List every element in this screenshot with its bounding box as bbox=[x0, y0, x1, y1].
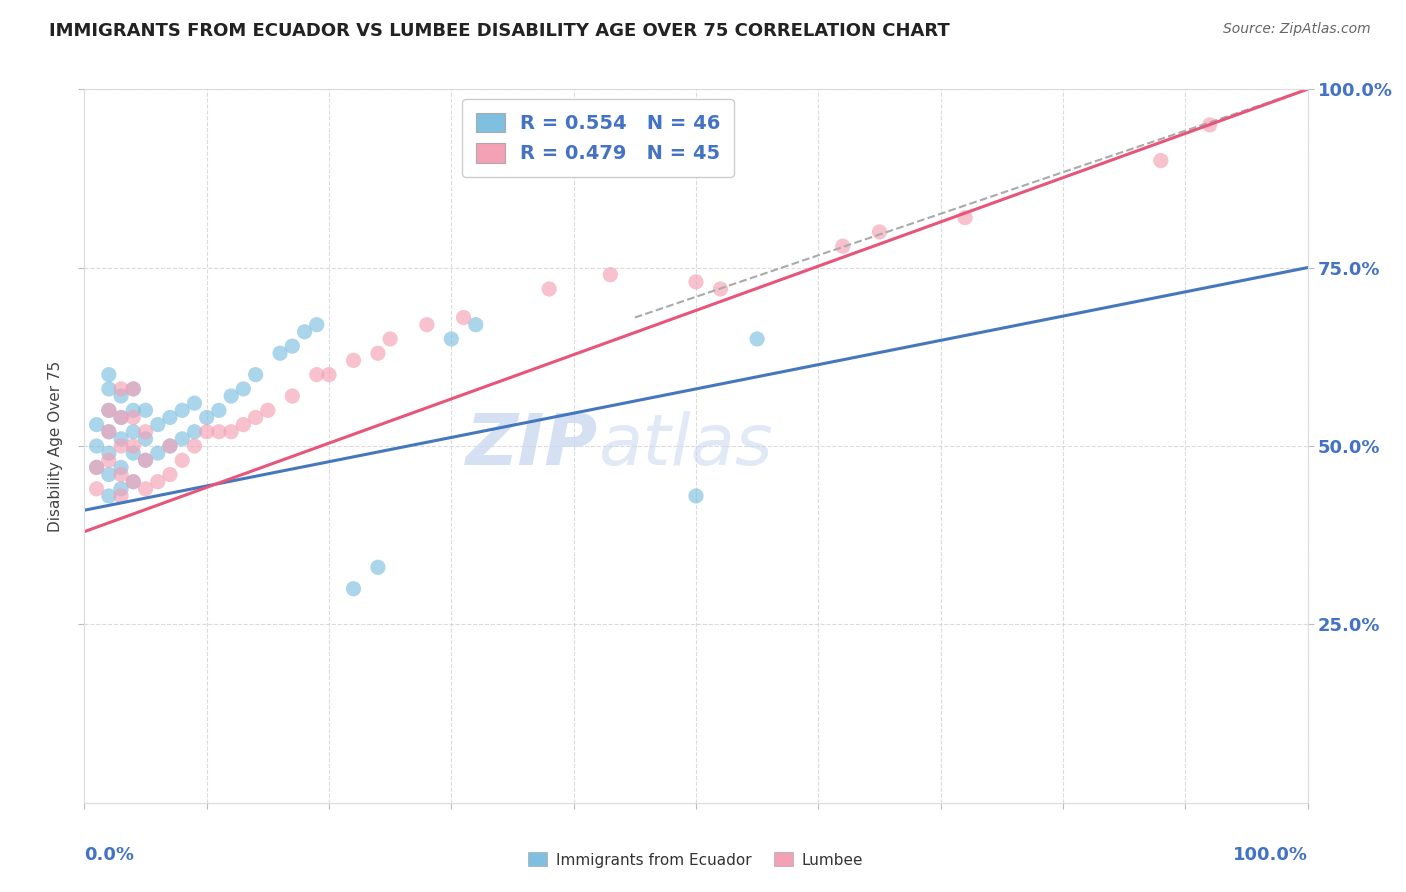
Point bbox=[257, 403, 280, 417]
Point bbox=[97, 446, 120, 460]
Point bbox=[208, 425, 231, 439]
Point bbox=[110, 410, 132, 425]
Text: IMMIGRANTS FROM ECUADOR VS LUMBEE DISABILITY AGE OVER 75 CORRELATION CHART: IMMIGRANTS FROM ECUADOR VS LUMBEE DISABI… bbox=[49, 22, 950, 40]
Point bbox=[440, 332, 463, 346]
Text: Source: ZipAtlas.com: Source: ZipAtlas.com bbox=[1223, 22, 1371, 37]
Point bbox=[122, 425, 145, 439]
Point bbox=[183, 396, 205, 410]
Point bbox=[110, 439, 132, 453]
Point bbox=[380, 332, 402, 346]
Point bbox=[97, 489, 120, 503]
Point bbox=[318, 368, 340, 382]
Point bbox=[97, 403, 120, 417]
Point bbox=[416, 318, 439, 332]
Point bbox=[122, 439, 145, 453]
Point bbox=[135, 482, 157, 496]
Point bbox=[1198, 118, 1220, 132]
Point bbox=[110, 489, 132, 503]
Point bbox=[464, 318, 486, 332]
Point bbox=[110, 482, 132, 496]
Point bbox=[135, 425, 157, 439]
Point bbox=[869, 225, 891, 239]
Text: 0.0%: 0.0% bbox=[84, 846, 135, 863]
Point bbox=[146, 475, 169, 489]
Point bbox=[342, 353, 364, 368]
Point bbox=[110, 432, 132, 446]
Point bbox=[245, 368, 267, 382]
Point bbox=[97, 368, 120, 382]
Point bbox=[97, 467, 120, 482]
Point bbox=[195, 425, 218, 439]
Point bbox=[232, 382, 254, 396]
Point bbox=[122, 446, 145, 460]
Point bbox=[135, 453, 157, 467]
Point bbox=[685, 489, 707, 503]
Point bbox=[97, 425, 120, 439]
Point bbox=[367, 346, 389, 360]
Point bbox=[97, 453, 120, 467]
Point bbox=[86, 460, 108, 475]
Point bbox=[86, 460, 108, 475]
Point bbox=[208, 403, 231, 417]
Point bbox=[122, 410, 145, 425]
Point bbox=[183, 439, 205, 453]
Point bbox=[110, 410, 132, 425]
Point bbox=[97, 382, 120, 396]
Point bbox=[219, 425, 242, 439]
Point bbox=[135, 403, 157, 417]
Point bbox=[110, 460, 132, 475]
Point bbox=[281, 339, 304, 353]
Point bbox=[159, 467, 181, 482]
Point bbox=[122, 475, 145, 489]
Point bbox=[122, 403, 145, 417]
Text: ZIP: ZIP bbox=[465, 411, 598, 481]
Point bbox=[342, 582, 364, 596]
Point bbox=[953, 211, 976, 225]
Point bbox=[159, 439, 181, 453]
Point bbox=[1150, 153, 1173, 168]
Point bbox=[110, 389, 132, 403]
Point bbox=[97, 425, 120, 439]
Point bbox=[159, 439, 181, 453]
Point bbox=[159, 410, 181, 425]
Point bbox=[685, 275, 707, 289]
Point bbox=[599, 268, 621, 282]
Point bbox=[195, 410, 218, 425]
Point bbox=[269, 346, 291, 360]
Point bbox=[97, 403, 120, 417]
Point bbox=[86, 417, 108, 432]
Point bbox=[172, 403, 194, 417]
Point bbox=[110, 467, 132, 482]
Point bbox=[747, 332, 769, 346]
Point bbox=[135, 453, 157, 467]
Point bbox=[305, 368, 328, 382]
Point bbox=[281, 389, 304, 403]
Point bbox=[122, 382, 145, 396]
Point bbox=[135, 432, 157, 446]
Text: 100.0%: 100.0% bbox=[1233, 846, 1308, 863]
Point bbox=[110, 382, 132, 396]
Point bbox=[219, 389, 242, 403]
Point bbox=[146, 446, 169, 460]
Point bbox=[183, 425, 205, 439]
Point bbox=[709, 282, 731, 296]
Point bbox=[367, 560, 389, 574]
Point bbox=[831, 239, 853, 253]
Legend: Immigrants from Ecuador, Lumbee: Immigrants from Ecuador, Lumbee bbox=[523, 847, 869, 873]
Point bbox=[305, 318, 328, 332]
Y-axis label: Disability Age Over 75: Disability Age Over 75 bbox=[48, 360, 63, 532]
Point bbox=[538, 282, 561, 296]
Point bbox=[122, 475, 145, 489]
Text: atlas: atlas bbox=[598, 411, 773, 481]
Point bbox=[172, 432, 194, 446]
Point bbox=[122, 382, 145, 396]
Point bbox=[86, 439, 108, 453]
Point bbox=[453, 310, 475, 325]
Point bbox=[245, 410, 267, 425]
Point bbox=[172, 453, 194, 467]
Point bbox=[232, 417, 254, 432]
Point bbox=[86, 482, 108, 496]
Point bbox=[146, 417, 169, 432]
Point bbox=[294, 325, 316, 339]
